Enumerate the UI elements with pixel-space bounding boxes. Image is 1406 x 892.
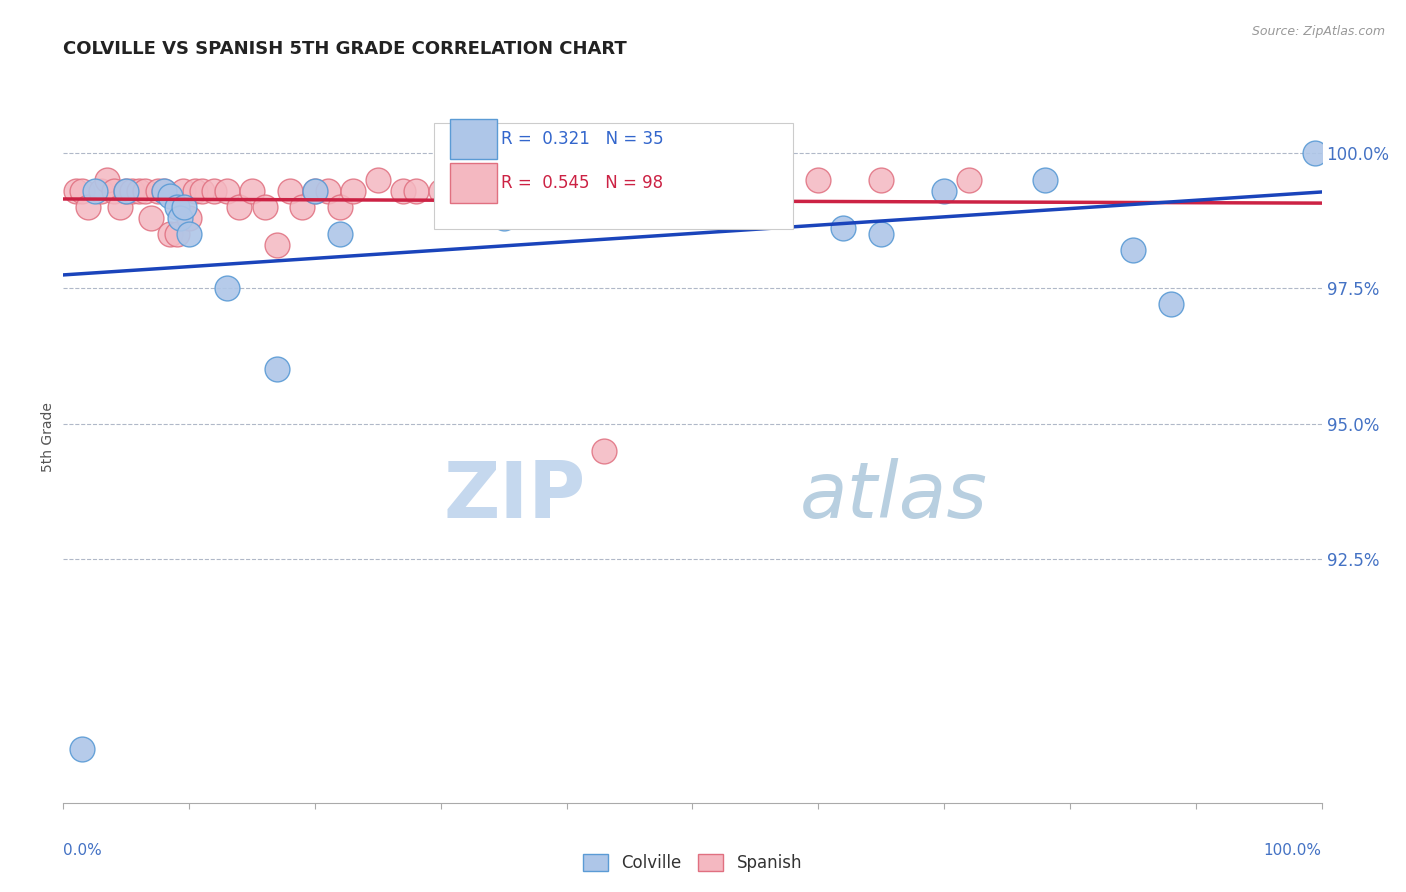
Point [240, 184, 263, 198]
Point [146, 184, 169, 198]
Point [166, 227, 188, 241]
Point [215, 184, 238, 198]
Point [291, 200, 314, 214]
Point [90, 184, 112, 198]
Point [228, 200, 250, 214]
Point [83, 184, 105, 198]
Point [266, 362, 288, 376]
Point [1160, 297, 1182, 311]
Point [832, 221, 855, 235]
Point [184, 184, 207, 198]
Point [169, 211, 191, 225]
Point [153, 184, 176, 198]
Text: 100.0%: 100.0% [1264, 843, 1322, 858]
Point [115, 184, 138, 198]
Point [141, 211, 163, 225]
Point [744, 184, 766, 198]
Point [266, 237, 288, 252]
Point [202, 184, 225, 198]
Point [555, 184, 578, 198]
Legend: Colville, Spanish: Colville, Spanish [576, 847, 808, 879]
Point [96, 172, 118, 186]
Point [316, 184, 339, 198]
Point [278, 184, 301, 198]
Point [329, 200, 352, 214]
Point [159, 227, 181, 241]
Text: Source: ZipAtlas.com: Source: ZipAtlas.com [1251, 25, 1385, 38]
Point [70, 184, 93, 198]
Point [870, 227, 893, 241]
Point [166, 200, 188, 214]
Point [682, 184, 704, 198]
Point [108, 200, 131, 214]
Point [430, 184, 453, 198]
Text: 0.0%: 0.0% [63, 843, 103, 858]
Point [492, 211, 515, 225]
Point [253, 200, 276, 214]
Point [121, 184, 143, 198]
Point [441, 184, 464, 198]
Point [1033, 172, 1056, 186]
Point [342, 184, 364, 198]
Point [179, 227, 201, 241]
Point [153, 184, 176, 198]
Text: ZIP: ZIP [443, 458, 585, 533]
Point [392, 184, 415, 198]
Point [128, 184, 150, 198]
Point [807, 172, 830, 186]
Point [957, 172, 980, 186]
Point [870, 172, 893, 186]
Point [159, 189, 181, 203]
Text: atlas: atlas [800, 458, 987, 533]
Point [115, 184, 138, 198]
Point [179, 211, 201, 225]
Point [304, 184, 326, 198]
Y-axis label: 5th Grade: 5th Grade [41, 402, 55, 472]
FancyBboxPatch shape [450, 119, 498, 159]
Point [329, 227, 352, 241]
Point [619, 184, 641, 198]
FancyBboxPatch shape [434, 122, 793, 228]
Point [304, 184, 326, 198]
Point [367, 172, 389, 186]
Point [405, 184, 427, 198]
Text: R =  0.545   N = 98: R = 0.545 N = 98 [501, 174, 664, 193]
Point [65, 184, 87, 198]
Point [492, 172, 515, 186]
Point [215, 281, 238, 295]
Point [682, 184, 704, 198]
Point [593, 443, 616, 458]
Point [77, 200, 100, 214]
Point [530, 172, 553, 186]
Point [454, 184, 477, 198]
Point [190, 184, 212, 198]
Point [934, 184, 956, 198]
Point [103, 184, 125, 198]
Text: COLVILLE VS SPANISH 5TH GRADE CORRELATION CHART: COLVILLE VS SPANISH 5TH GRADE CORRELATIO… [63, 40, 627, 58]
Point [172, 184, 194, 198]
Point [1305, 145, 1327, 160]
Point [657, 172, 679, 186]
Point [70, 741, 93, 756]
Point [467, 184, 489, 198]
Point [134, 184, 156, 198]
Point [1122, 243, 1144, 257]
Point [173, 200, 195, 214]
FancyBboxPatch shape [450, 162, 498, 203]
Text: R =  0.321   N = 35: R = 0.321 N = 35 [501, 130, 664, 148]
